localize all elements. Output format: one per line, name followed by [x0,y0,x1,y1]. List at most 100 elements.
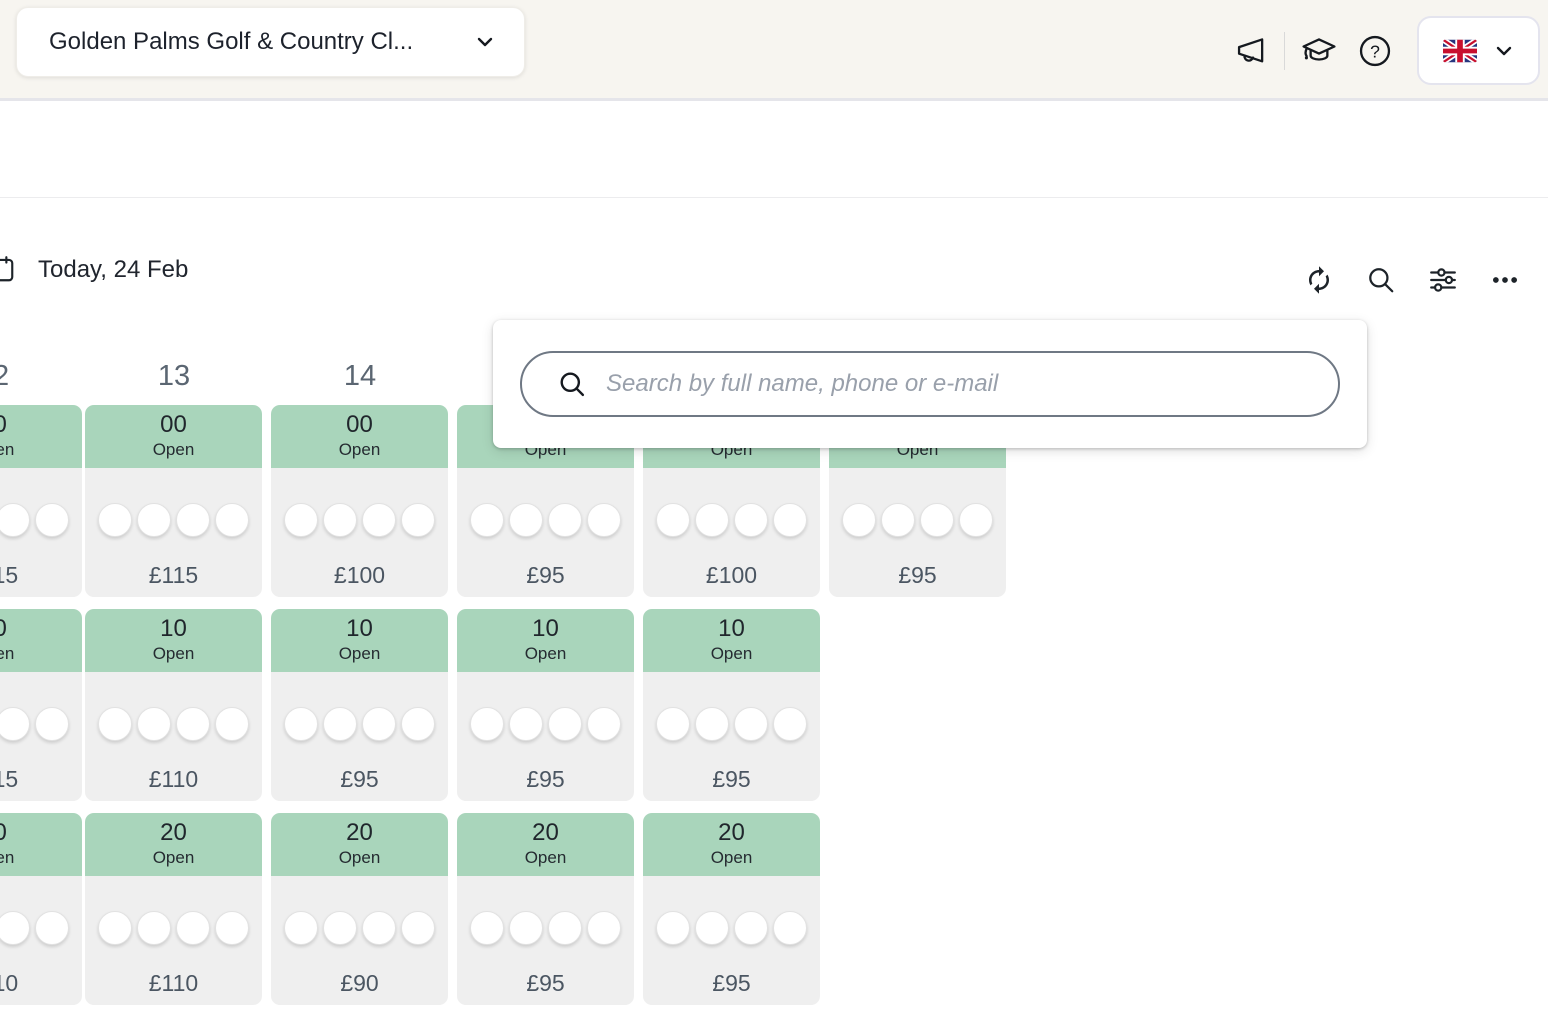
player-slot-circle[interactable] [695,503,729,537]
player-slot-circle[interactable] [773,707,807,741]
more-options-button[interactable] [1474,252,1536,308]
player-slot-circle[interactable] [98,707,132,741]
player-slot-circle[interactable] [695,707,729,741]
tee-time-slot[interactable]: 20 Open £90 [271,813,448,1005]
player-slot-circle[interactable] [587,707,621,741]
player-slot-circle[interactable] [470,911,504,945]
tee-time-slot[interactable]: 10 Open £110 [85,609,262,801]
tee-time-slot[interactable]: 10 Open £115 [0,609,82,801]
top-bar: Golden Palms Golf & Country Cl... [0,0,1548,101]
player-slot-circle[interactable] [509,503,543,537]
tee-time-status: Open [338,848,381,867]
player-slot-circle[interactable] [842,503,876,537]
player-slot-circle[interactable] [881,503,915,537]
tee-time-status: Open [0,440,15,459]
player-slot-circle[interactable] [920,503,954,537]
player-slot-circle[interactable] [362,707,396,741]
player-slot-circle[interactable] [323,707,357,741]
player-slot-circle[interactable] [35,503,69,537]
player-slot-circle[interactable] [137,911,171,945]
player-slot-circle[interactable] [587,503,621,537]
language-selector[interactable] [1417,16,1540,85]
tee-time-price: £95 [712,766,751,792]
tee-time-minute: 20 [532,819,559,846]
player-slot-circle[interactable] [548,707,582,741]
player-slot-circle[interactable] [401,503,435,537]
tee-time-slot[interactable]: 20 Open £95 [643,813,820,1005]
player-slot-circle[interactable] [284,707,318,741]
player-slot-circle[interactable] [656,503,690,537]
player-slot-circle[interactable] [98,911,132,945]
tee-time-header: 10 Open [271,609,448,672]
tee-time-status: Open [0,848,15,867]
player-slot-circle[interactable] [509,707,543,741]
player-slot-circle[interactable] [656,707,690,741]
player-slot-circle[interactable] [470,707,504,741]
tee-time-slot[interactable]: 00 Open £100 [271,405,448,597]
player-slot-circle[interactable] [773,503,807,537]
player-slots [271,911,448,945]
tee-time-header: 00 Open [271,405,448,468]
date-label: Today, 24 Feb [38,256,189,283]
announcements-button[interactable] [1222,23,1278,79]
player-slot-circle[interactable] [215,707,249,741]
academy-button[interactable] [1291,23,1347,79]
player-slot-circle[interactable] [284,911,318,945]
player-slot-circle[interactable] [401,707,435,741]
player-slot-circle[interactable] [401,911,435,945]
player-slot-circle[interactable] [0,503,30,537]
search-input[interactable] [606,370,1314,398]
player-slot-circle[interactable] [362,503,396,537]
filters-button[interactable] [1412,252,1474,308]
player-slot-circle[interactable] [509,911,543,945]
search-button[interactable] [1350,252,1412,308]
tee-time-slot[interactable]: 10 Open £95 [271,609,448,801]
player-slot-circle[interactable] [773,911,807,945]
player-slot-circle[interactable] [137,503,171,537]
player-slot-circle[interactable] [734,911,768,945]
player-slot-circle[interactable] [98,503,132,537]
player-slot-circle[interactable] [284,503,318,537]
player-slot-circle[interactable] [176,911,210,945]
player-slots [829,503,1006,537]
tee-time-slot[interactable]: 00 Open £115 [0,405,82,597]
refresh-button[interactable] [1288,252,1350,308]
tee-time-body: £110 [85,672,262,801]
player-slots [0,707,82,741]
player-slot-circle[interactable] [695,911,729,945]
player-slot-circle[interactable] [734,503,768,537]
player-slot-circle[interactable] [362,911,396,945]
player-slot-circle[interactable] [35,707,69,741]
tee-time-slot[interactable]: 20 Open £110 [0,813,82,1005]
help-button[interactable]: ? [1347,23,1403,79]
player-slot-circle[interactable] [0,707,30,741]
player-slot-circle[interactable] [656,911,690,945]
player-slot-circle[interactable] [215,911,249,945]
tee-time-slot[interactable]: 20 Open £110 [85,813,262,1005]
player-slot-circle[interactable] [548,503,582,537]
club-selector[interactable]: Golden Palms Golf & Country Cl... [16,7,525,77]
tee-time-status: Open [0,644,15,663]
player-slot-circle[interactable] [323,911,357,945]
tee-time-slot[interactable]: 00 Open £115 [85,405,262,597]
player-slot-circle[interactable] [176,707,210,741]
player-slot-circle[interactable] [548,911,582,945]
tee-time-slot[interactable]: 10 Open £95 [457,609,634,801]
player-slot-circle[interactable] [734,707,768,741]
tee-time-slot[interactable]: 10 Open £95 [643,609,820,801]
player-slot-circle[interactable] [176,503,210,537]
player-slot-circle[interactable] [587,911,621,945]
player-slot-circle[interactable] [215,503,249,537]
ellipsis-icon [1493,277,1517,283]
player-slot-circle[interactable] [137,707,171,741]
player-slot-circle[interactable] [35,911,69,945]
tee-time-slot[interactable]: 20 Open £95 [457,813,634,1005]
player-slot-circle[interactable] [959,503,993,537]
tee-time-header: 20 Open [0,813,82,876]
player-slot-circle[interactable] [0,911,30,945]
search-field[interactable] [520,351,1340,417]
tee-time-status: Open [338,644,381,663]
player-slot-circle[interactable] [470,503,504,537]
player-slot-circle[interactable] [323,503,357,537]
